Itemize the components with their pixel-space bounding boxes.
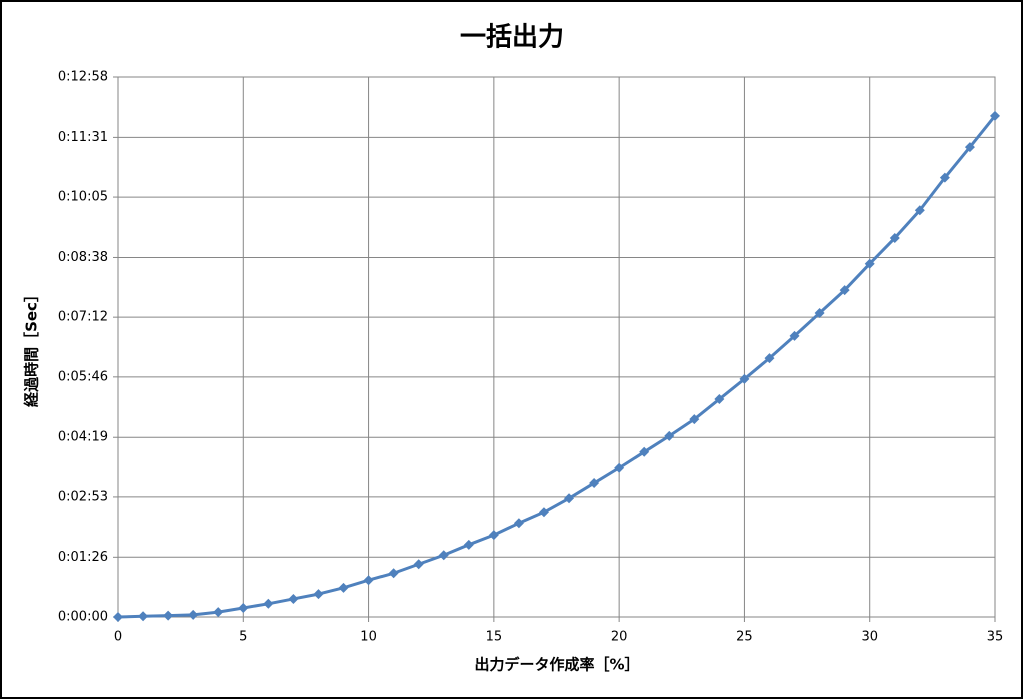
x-tick-label: 35 [987, 630, 1004, 645]
y-tick-label: 0:08:38 [58, 250, 108, 265]
data-point [438, 550, 449, 561]
x-tick-label: 25 [736, 630, 753, 645]
data-point [789, 330, 800, 341]
data-point [513, 518, 524, 529]
data-point [614, 462, 625, 473]
data-point [238, 602, 249, 613]
data-point [263, 598, 274, 609]
x-axis-label: 出力データ作成率［%］ [474, 656, 639, 674]
x-tick-label: 0 [114, 630, 122, 645]
data-point [163, 610, 174, 621]
y-tick-label: 0:01:26 [58, 550, 108, 565]
chart-title: 一括出力 [460, 23, 564, 53]
y-tick-label: 0:11:31 [58, 130, 108, 145]
y-tick-label: 0:04:19 [58, 430, 108, 445]
y-tick-label: 0:07:12 [58, 310, 108, 325]
data-point [338, 582, 349, 593]
data-point [589, 478, 600, 489]
x-tick-label: 5 [239, 630, 247, 645]
data-point [113, 612, 123, 622]
data-point [814, 307, 825, 318]
plot-border [117, 76, 996, 618]
y-tick-label: 0:10:05 [58, 190, 108, 205]
data-point [288, 593, 299, 604]
data-point [864, 258, 875, 269]
data-point [213, 607, 224, 618]
y-tick-label: 0:02:53 [58, 489, 108, 504]
data-point [363, 575, 374, 586]
data-point [764, 353, 775, 364]
data-point [839, 285, 850, 296]
data-point [463, 539, 474, 550]
data-point [664, 430, 675, 441]
x-tick-label: 10 [360, 630, 377, 645]
data-point [689, 414, 700, 425]
y-axis-label: 経過時間［Sec］ [23, 287, 41, 407]
y-tick-label: 0:05:46 [58, 369, 108, 384]
data-point [413, 559, 424, 570]
data-point [914, 205, 925, 216]
y-tick-label: 0:12:58 [58, 70, 108, 85]
data-point [138, 611, 149, 622]
data-point [889, 233, 900, 244]
data-point [939, 172, 950, 183]
x-tick-label: 15 [486, 630, 503, 645]
data-point [739, 373, 750, 384]
data-point [964, 142, 975, 153]
data-point [388, 568, 399, 579]
data-point [714, 394, 725, 405]
data-point [538, 507, 549, 518]
data-point [313, 589, 324, 600]
data-point [564, 493, 575, 504]
y-tick-label: 0:00:00 [58, 610, 108, 625]
data-point [188, 609, 199, 620]
data-point [488, 530, 499, 541]
x-tick-label: 20 [611, 630, 628, 645]
x-tick-label: 30 [861, 630, 878, 645]
data-point [639, 446, 650, 457]
data-point [990, 110, 1000, 121]
